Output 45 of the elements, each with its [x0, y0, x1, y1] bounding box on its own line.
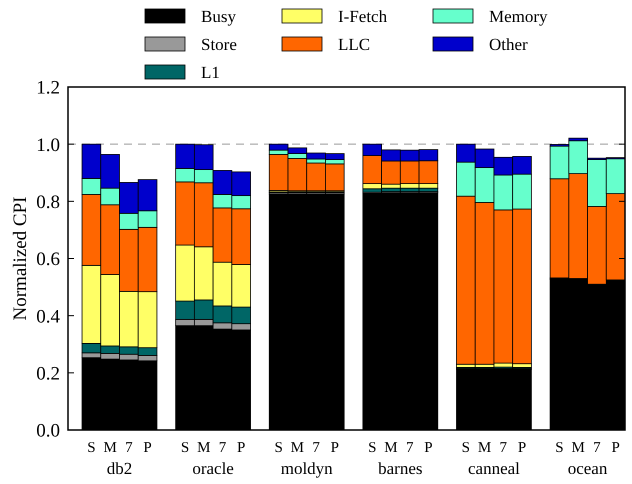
x-tick-label: M — [572, 440, 585, 456]
x-tick-label: 7 — [125, 440, 134, 456]
x-tick-label: P — [518, 440, 526, 456]
x-tick-label: S — [368, 440, 376, 456]
y-tick-label: 1.2 — [36, 78, 60, 99]
text: oracle — [192, 459, 234, 478]
y-tick-label: 0.0 — [36, 420, 60, 442]
y-axis-title: Normalized CPI — [10, 196, 31, 321]
x-tick-label: S — [555, 440, 564, 456]
x-tick-label: P — [237, 440, 246, 456]
text: moldyn — [280, 459, 334, 478]
text: db2 — [106, 459, 132, 478]
x-tick-label: S — [462, 440, 470, 456]
y-tick-label: 0.8 — [36, 192, 60, 213]
x-tick-label: 7 — [218, 440, 227, 456]
x-tick-label: 7 — [593, 440, 602, 456]
legend-label: Other — [489, 35, 528, 54]
x-tick-label: P — [611, 440, 620, 456]
legend-label: Memory — [489, 7, 548, 26]
x-tick-label: P — [143, 440, 152, 456]
text: barnes — [378, 459, 423, 478]
x-tick-label: S — [274, 440, 283, 456]
x-tick-label: P — [330, 440, 339, 456]
x-tick-label: M — [103, 440, 117, 456]
legend-label: LLC — [338, 35, 370, 54]
y-tick-label: 0.2 — [36, 363, 60, 384]
text: ocean — [568, 459, 608, 478]
x-tick-label: S — [87, 440, 96, 456]
x-tick-label: 7 — [312, 440, 320, 456]
legend-label: L1 — [201, 63, 220, 82]
legend-label: Store — [201, 35, 237, 54]
y-tick-label: 0.4 — [36, 306, 60, 328]
x-tick-label: M — [290, 440, 304, 456]
x-tick-label: 7 — [406, 440, 414, 456]
y-tick-label: 0.6 — [36, 249, 60, 270]
x-tick-label: S — [180, 440, 190, 456]
y-tick-label: 1.0 — [36, 134, 60, 156]
x-tick-label: M — [478, 440, 492, 456]
legend-label: I-Fetch — [338, 7, 388, 26]
legend-label: Busy — [201, 7, 236, 26]
x-tick-label: M — [197, 440, 210, 456]
x-tick-label: P — [424, 440, 433, 456]
text: canneal — [468, 459, 520, 478]
x-tick-label: M — [384, 440, 398, 456]
x-tick-label: 7 — [500, 440, 508, 456]
